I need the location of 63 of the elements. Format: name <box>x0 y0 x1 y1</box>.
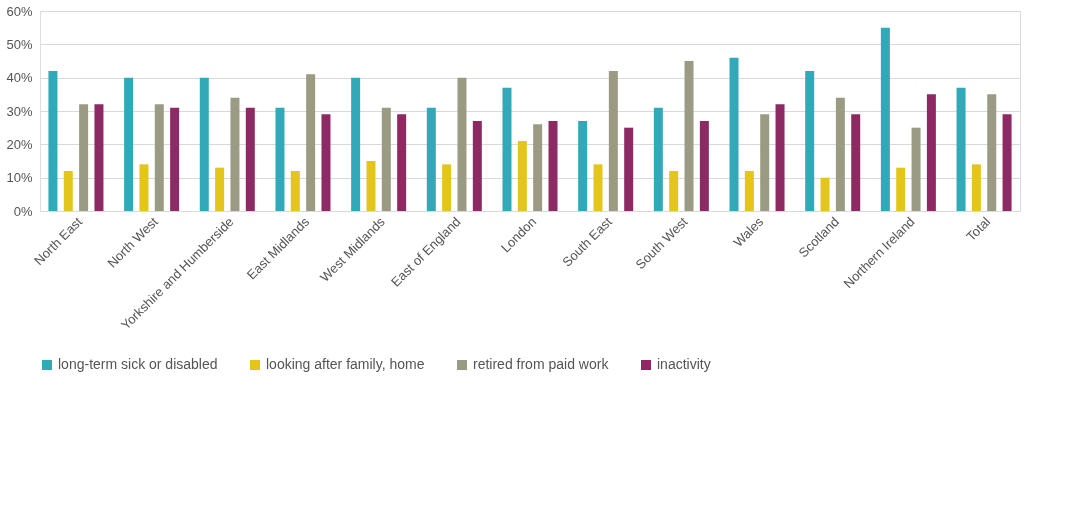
bar <box>48 71 58 211</box>
bar <box>775 104 785 211</box>
bar <box>124 77 134 211</box>
bar <box>442 164 452 211</box>
bar <box>593 164 603 211</box>
legend-label: looking after family, home <box>266 356 425 372</box>
bar <box>381 107 391 211</box>
bar <box>880 27 890 211</box>
bar <box>366 161 376 211</box>
bar <box>94 104 104 211</box>
y-tick-label: 60% <box>6 3 33 19</box>
bar <box>911 127 921 211</box>
legend-label: inactivity <box>657 356 711 372</box>
bar <box>987 94 997 211</box>
bar <box>926 94 936 211</box>
bar <box>457 77 467 211</box>
bar <box>805 71 815 211</box>
bar <box>397 114 407 211</box>
bar <box>306 74 316 211</box>
y-tick-label: 50% <box>6 36 33 52</box>
bar <box>351 77 361 211</box>
bar <box>502 87 512 211</box>
bar <box>956 87 966 211</box>
bar <box>321 114 331 211</box>
bar <box>199 77 209 211</box>
bar <box>548 121 558 211</box>
bar <box>851 114 861 211</box>
bar <box>154 104 164 211</box>
bar <box>139 164 149 211</box>
bar <box>472 121 482 211</box>
bar <box>699 121 709 211</box>
legend-label: retired from paid work <box>473 356 610 372</box>
bar <box>1002 114 1012 211</box>
bar <box>63 171 73 211</box>
bar <box>653 107 663 211</box>
y-tick-label: 10% <box>6 170 33 186</box>
bar <box>896 167 906 211</box>
bar <box>578 121 588 211</box>
bar <box>79 104 89 211</box>
legend-label: long-term sick or disabled <box>58 356 218 372</box>
bar <box>624 127 634 211</box>
bar <box>230 97 240 211</box>
y-tick-label: 30% <box>6 103 33 119</box>
bar <box>971 164 981 211</box>
bar <box>684 61 694 211</box>
bar <box>835 97 845 211</box>
bar <box>729 57 739 211</box>
y-tick-label: 40% <box>6 70 33 86</box>
bar <box>533 124 543 211</box>
bar <box>517 141 527 211</box>
bar <box>820 177 830 211</box>
bar <box>290 171 300 211</box>
bar <box>275 107 285 211</box>
bar <box>426 107 436 211</box>
bar <box>215 167 225 211</box>
bar <box>744 171 754 211</box>
y-tick-label: 0% <box>13 203 33 219</box>
bar <box>669 171 679 211</box>
bar <box>170 107 180 211</box>
y-tick-label: 20% <box>6 136 33 152</box>
bar <box>245 107 255 211</box>
bar <box>760 114 770 211</box>
bar <box>608 71 618 211</box>
